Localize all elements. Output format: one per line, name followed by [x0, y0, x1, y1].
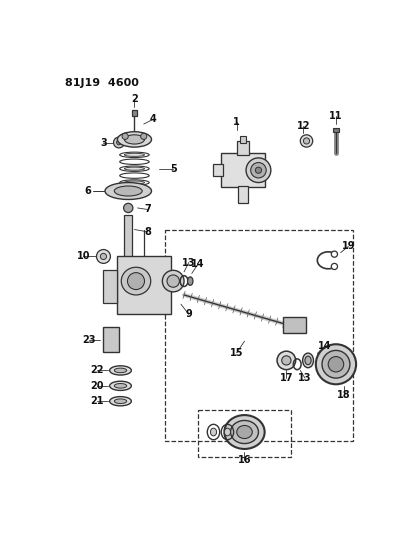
Text: 18: 18 [336, 390, 350, 400]
Ellipse shape [210, 428, 216, 436]
Ellipse shape [187, 277, 192, 285]
Ellipse shape [315, 344, 355, 384]
Bar [103, 270, 117, 303]
Ellipse shape [224, 415, 264, 449]
Text: 1: 1 [233, 117, 239, 127]
Ellipse shape [245, 158, 270, 182]
Ellipse shape [236, 425, 252, 439]
Ellipse shape [124, 181, 144, 184]
Ellipse shape [105, 182, 151, 199]
Text: 20: 20 [90, 381, 104, 391]
Circle shape [113, 137, 124, 148]
Ellipse shape [109, 381, 131, 391]
Circle shape [116, 140, 121, 145]
Ellipse shape [321, 350, 349, 378]
Text: 10: 10 [77, 252, 90, 262]
Text: 22: 22 [90, 366, 104, 375]
Ellipse shape [114, 368, 126, 373]
Text: 15: 15 [230, 348, 243, 358]
Text: 21: 21 [90, 396, 104, 406]
Text: 19: 19 [341, 241, 354, 252]
Bar [124, 215, 132, 257]
Ellipse shape [302, 353, 313, 368]
Circle shape [140, 133, 147, 140]
Ellipse shape [114, 186, 142, 196]
Circle shape [96, 249, 110, 263]
Ellipse shape [250, 163, 266, 178]
Text: 23: 23 [83, 335, 96, 345]
Ellipse shape [255, 167, 261, 173]
Text: 7: 7 [144, 205, 151, 214]
Circle shape [281, 356, 290, 365]
Ellipse shape [166, 275, 179, 287]
Ellipse shape [162, 270, 183, 292]
Text: 8: 8 [144, 227, 151, 237]
Ellipse shape [109, 397, 131, 406]
Circle shape [122, 133, 128, 140]
Text: 11: 11 [328, 111, 342, 122]
Text: 3: 3 [100, 138, 107, 148]
Circle shape [100, 253, 106, 260]
Ellipse shape [117, 132, 151, 147]
Text: 17: 17 [279, 373, 292, 383]
Circle shape [303, 138, 309, 144]
Ellipse shape [124, 135, 144, 144]
Text: 5: 5 [169, 164, 176, 174]
Circle shape [276, 351, 295, 370]
Ellipse shape [304, 356, 310, 365]
Ellipse shape [121, 267, 150, 295]
Text: 6: 6 [84, 186, 91, 196]
Ellipse shape [124, 167, 144, 170]
Bar [116, 256, 171, 314]
Ellipse shape [114, 384, 126, 388]
Text: 13: 13 [181, 257, 195, 268]
Text: 4: 4 [149, 115, 156, 124]
Bar [332, 128, 338, 132]
Bar [132, 110, 136, 116]
Ellipse shape [124, 154, 144, 156]
Text: 2: 2 [131, 94, 137, 104]
Ellipse shape [114, 399, 126, 403]
Bar [239, 136, 245, 142]
Circle shape [330, 263, 337, 270]
Bar [103, 327, 119, 352]
Text: 12: 12 [296, 120, 309, 131]
Circle shape [300, 135, 312, 147]
Text: 14: 14 [191, 259, 204, 269]
Text: 81J19  4600: 81J19 4600 [64, 78, 138, 88]
Bar [221, 154, 264, 187]
Bar [283, 317, 306, 334]
Text: 9: 9 [185, 309, 192, 319]
Ellipse shape [224, 428, 230, 436]
Ellipse shape [109, 366, 131, 375]
Ellipse shape [127, 273, 144, 289]
Bar [213, 164, 222, 176]
Circle shape [330, 251, 337, 257]
Text: 14: 14 [318, 341, 331, 351]
Text: 13: 13 [297, 373, 311, 383]
Text: 16: 16 [237, 455, 251, 465]
Ellipse shape [327, 357, 343, 372]
Ellipse shape [230, 421, 258, 443]
Circle shape [123, 203, 132, 213]
Bar [236, 141, 249, 155]
Bar [238, 185, 247, 203]
